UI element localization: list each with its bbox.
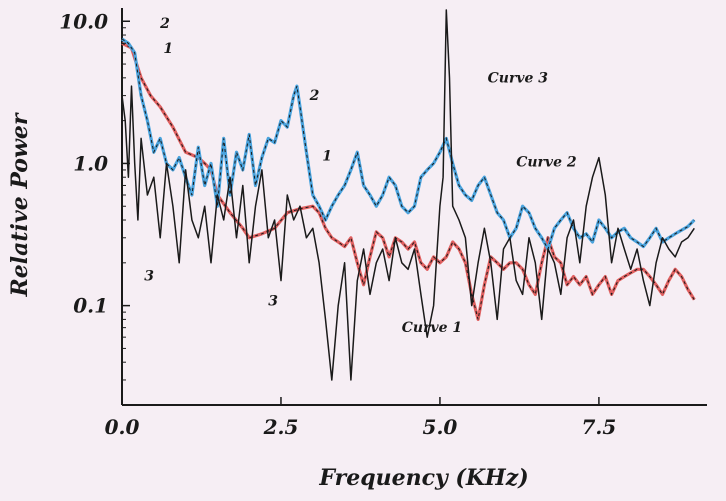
series-line-curve-2-dash	[121, 38, 695, 251]
y-tick-label: 10.0	[59, 9, 108, 33]
y-tick-label: 0.1	[73, 294, 108, 318]
annotation-label: 1	[322, 148, 332, 164]
series-line-curve-3	[121, 9, 695, 381]
series-line-curve-2	[121, 37, 696, 251]
annotation-label: Curve 1	[402, 320, 462, 336]
annotation-label: Curve 3	[488, 71, 549, 87]
annotation-label: 2	[159, 16, 170, 32]
series-line-curve-1	[121, 41, 696, 321]
annotation-label: Curve 2	[516, 155, 577, 171]
ticks-layer: 0.0 2.5 5.0 7.5 10.0 1.0 0.1	[59, 9, 616, 439]
y-tick-label: 1.0	[73, 151, 108, 175]
x-tick-label: 5.0	[423, 415, 458, 439]
series-layer	[121, 9, 696, 381]
annotation-label: 3	[268, 294, 278, 310]
series-line-curve-1-dash	[121, 42, 695, 320]
x-tick-label: 2.5	[263, 415, 299, 439]
annotation-label: 1	[163, 41, 173, 57]
annotation-layer: 2 1 3 2 1 3 Curve 3 Curve 2 Curve 1	[144, 16, 577, 336]
annotation-label: 2	[309, 88, 320, 104]
y-axis-title: Relative Power	[7, 112, 33, 297]
x-tick-label: 7.5	[582, 415, 617, 439]
annotation-label: 3	[144, 269, 154, 285]
x-tick-label: 0.0	[105, 415, 140, 439]
x-axis-title: Frequency (KHz)	[318, 465, 528, 491]
